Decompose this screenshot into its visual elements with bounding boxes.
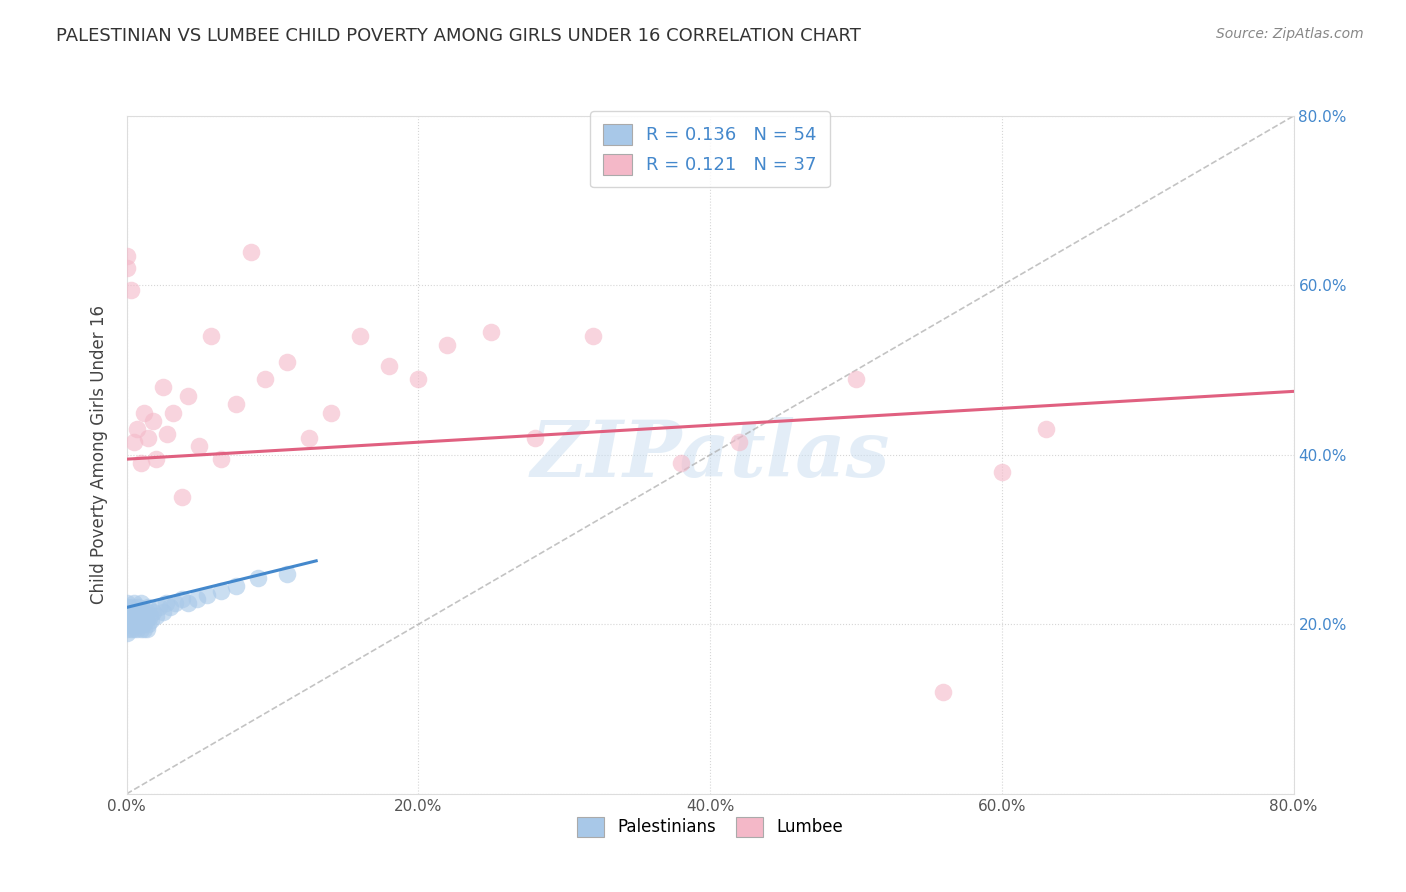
- Point: [319, 405, 342, 420]
- Point: [142, 414, 165, 428]
- Point: [128, 617, 150, 632]
- Point: [152, 605, 174, 619]
- Point: [209, 452, 232, 467]
- Point: [186, 592, 208, 607]
- Point: [138, 617, 160, 632]
- Point: [136, 605, 159, 619]
- Point: [209, 583, 232, 598]
- Point: [120, 622, 142, 636]
- Point: [129, 457, 152, 471]
- Point: [121, 600, 143, 615]
- Point: [170, 491, 193, 505]
- Point: [177, 596, 200, 610]
- Point: [115, 605, 138, 619]
- Point: [121, 613, 143, 627]
- Point: [845, 371, 868, 385]
- Point: [138, 600, 160, 615]
- Point: [669, 457, 692, 471]
- Point: [378, 359, 401, 373]
- Text: Source: ZipAtlas.com: Source: ZipAtlas.com: [1216, 27, 1364, 41]
- Point: [524, 431, 547, 445]
- Point: [122, 435, 145, 450]
- Point: [246, 571, 269, 585]
- Text: PALESTINIAN VS LUMBEE CHILD POVERTY AMONG GIRLS UNDER 16 CORRELATION CHART: PALESTINIAN VS LUMBEE CHILD POVERTY AMON…: [56, 27, 860, 45]
- Point: [127, 600, 149, 615]
- Point: [1035, 423, 1057, 437]
- Point: [122, 596, 145, 610]
- Point: [177, 389, 200, 403]
- Point: [115, 613, 138, 627]
- Point: [131, 605, 153, 619]
- Point: [254, 371, 277, 385]
- Point: [990, 465, 1012, 479]
- Point: [408, 371, 430, 385]
- Point: [132, 622, 155, 636]
- Point: [129, 609, 152, 624]
- Point: [115, 617, 138, 632]
- Point: [115, 261, 138, 276]
- Point: [932, 685, 955, 699]
- Point: [129, 596, 152, 610]
- Point: [122, 622, 145, 636]
- Point: [125, 609, 148, 624]
- Point: [115, 249, 138, 263]
- Point: [132, 609, 155, 624]
- Point: [145, 452, 167, 467]
- Point: [728, 435, 751, 450]
- Point: [138, 431, 160, 445]
- Point: [115, 600, 138, 615]
- Point: [159, 600, 181, 615]
- Point: [115, 609, 138, 624]
- Point: [118, 605, 141, 619]
- Point: [131, 617, 153, 632]
- Point: [162, 405, 184, 420]
- Point: [129, 622, 152, 636]
- Point: [225, 397, 247, 411]
- Point: [118, 617, 141, 632]
- Point: [115, 622, 138, 636]
- Point: [156, 426, 179, 441]
- Point: [139, 609, 162, 624]
- Point: [225, 579, 247, 593]
- Point: [163, 596, 186, 610]
- Point: [200, 329, 222, 343]
- Point: [276, 566, 298, 581]
- Point: [582, 329, 605, 343]
- Point: [479, 325, 502, 339]
- Legend: Palestinians, Lumbee: Palestinians, Lumbee: [567, 807, 853, 847]
- Point: [120, 283, 142, 297]
- Point: [239, 244, 262, 259]
- Point: [128, 605, 150, 619]
- Point: [152, 380, 174, 394]
- Point: [155, 596, 177, 610]
- Point: [145, 609, 167, 624]
- Y-axis label: Child Poverty Among Girls Under 16: Child Poverty Among Girls Under 16: [90, 305, 108, 605]
- Point: [195, 588, 218, 602]
- Point: [349, 329, 371, 343]
- Point: [132, 405, 155, 420]
- Point: [115, 626, 138, 640]
- Point: [141, 613, 163, 627]
- Point: [127, 613, 149, 627]
- Point: [136, 622, 159, 636]
- Point: [124, 617, 146, 632]
- Point: [142, 605, 165, 619]
- Point: [120, 609, 142, 624]
- Point: [125, 622, 148, 636]
- Point: [298, 431, 321, 445]
- Point: [134, 613, 156, 627]
- Point: [122, 609, 145, 624]
- Point: [188, 440, 211, 454]
- Text: ZIPatlas: ZIPatlas: [530, 417, 890, 493]
- Point: [125, 423, 148, 437]
- Point: [436, 338, 458, 352]
- Point: [148, 600, 170, 615]
- Point: [124, 605, 146, 619]
- Point: [276, 355, 298, 369]
- Point: [170, 592, 193, 607]
- Point: [115, 596, 138, 610]
